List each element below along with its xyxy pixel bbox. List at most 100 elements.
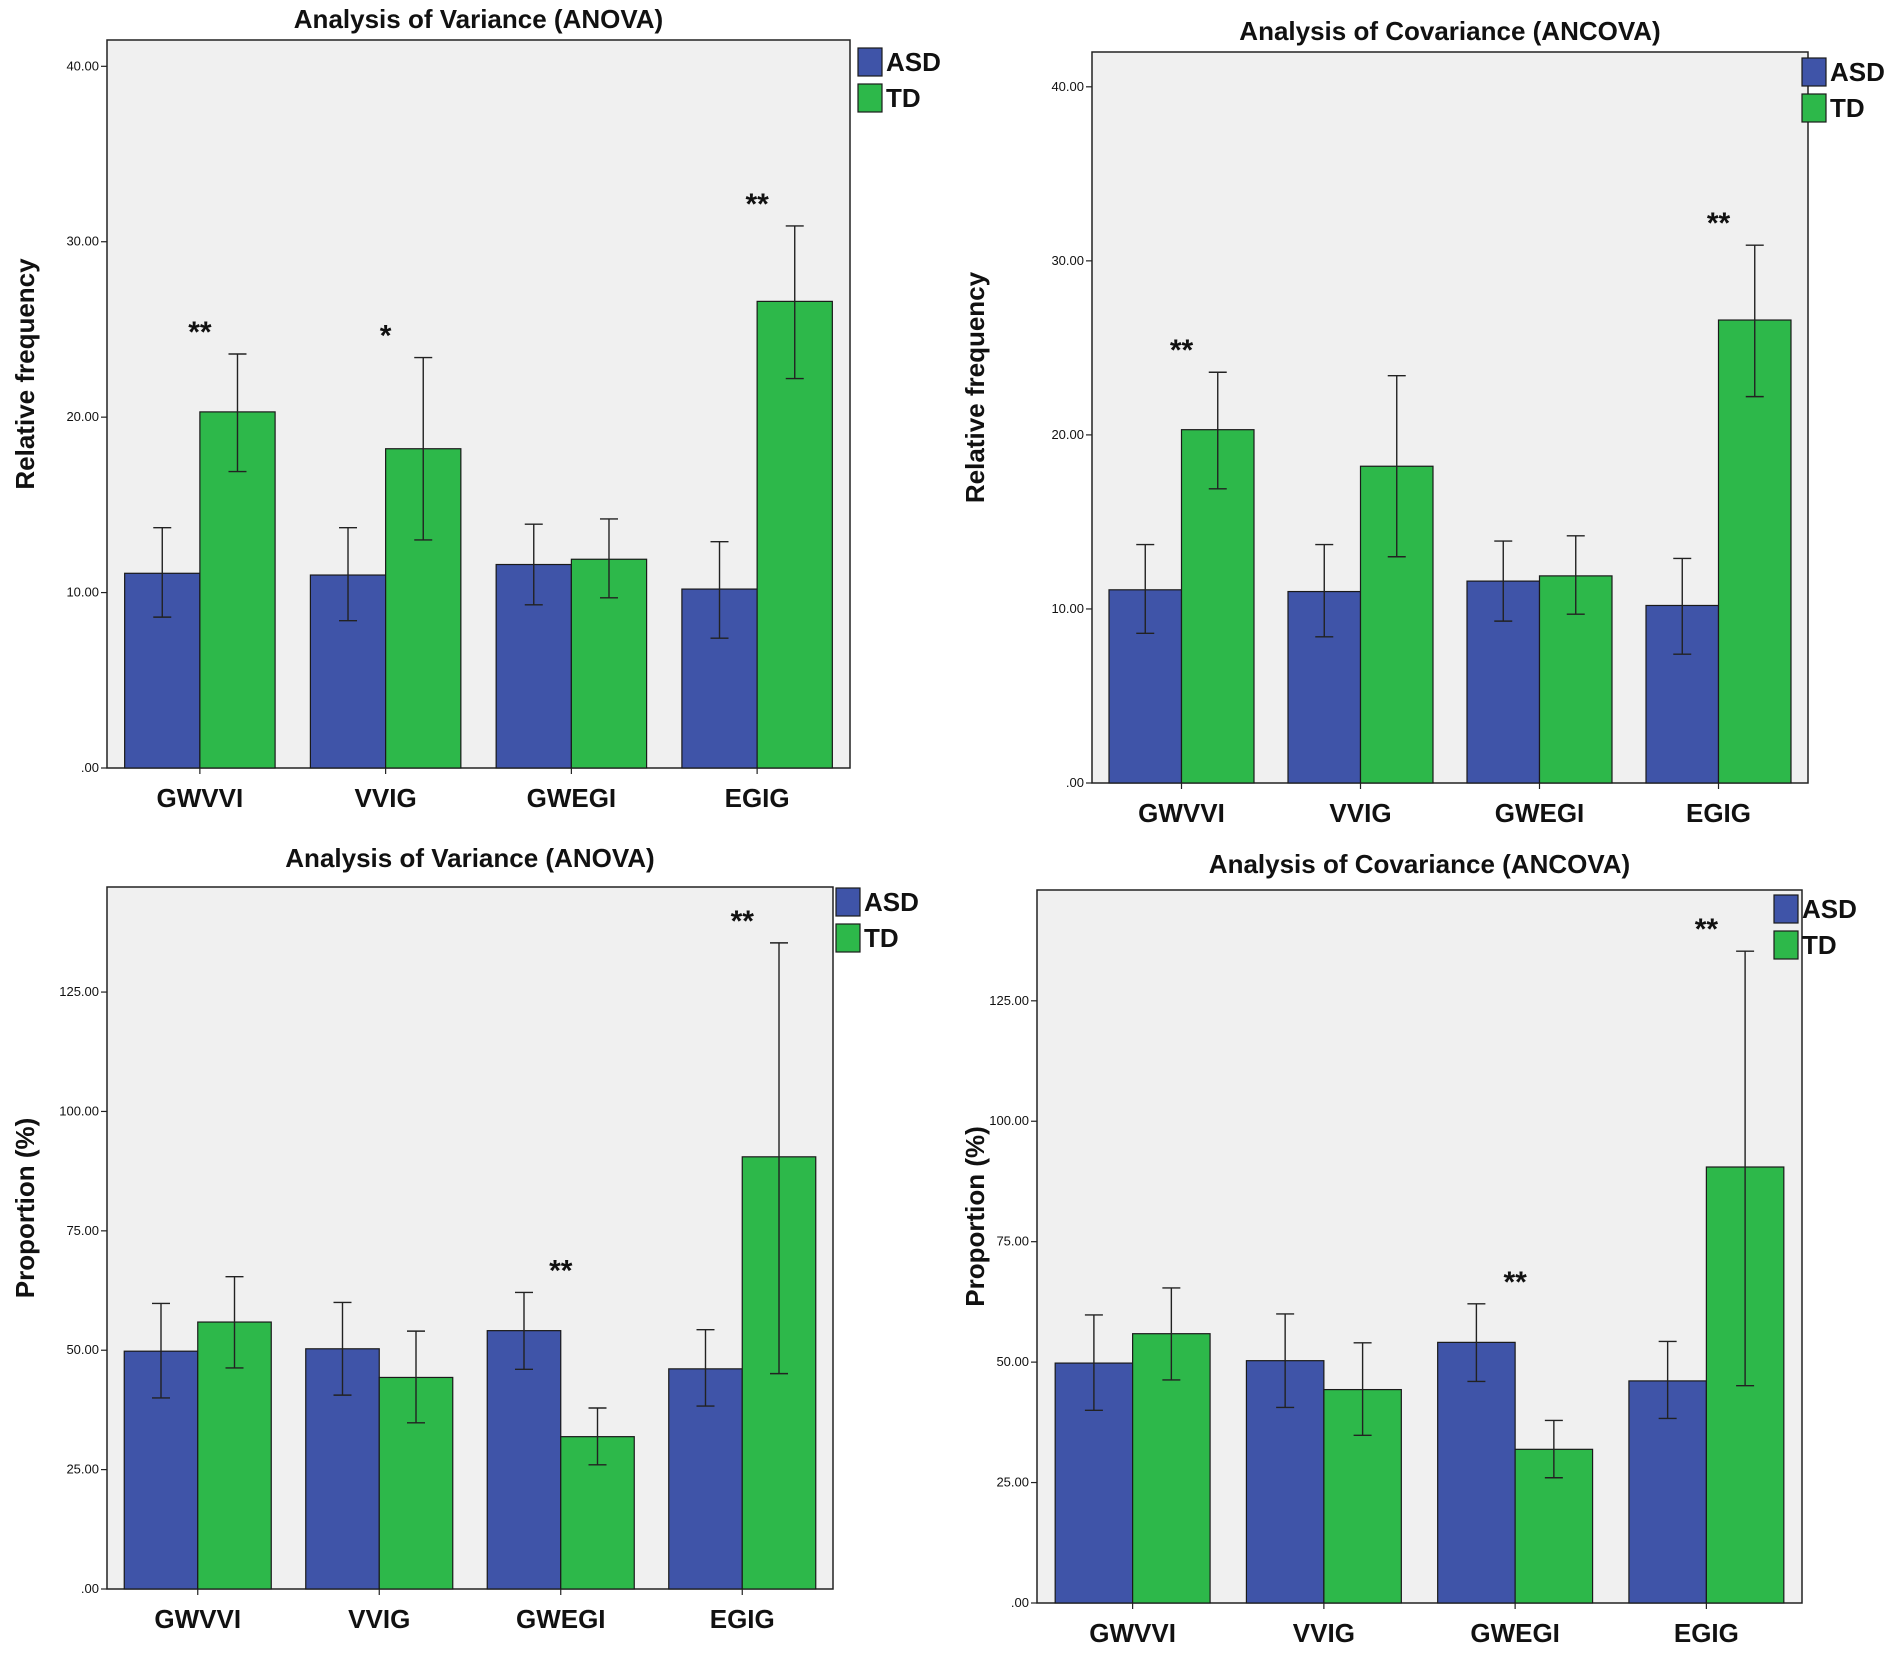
error-bar bbox=[333, 1301, 352, 1396]
legend-swatch-td bbox=[1801, 93, 1827, 123]
chart-svg: Analysis of Covariance (ANCOVA) Relative … bbox=[960, 16, 1885, 828]
y-tick-label: 50.00 bbox=[996, 1354, 1029, 1369]
error-bar bbox=[1544, 1419, 1563, 1479]
error-bar bbox=[1745, 244, 1764, 398]
y-tick-label: 100.00 bbox=[59, 1103, 99, 1118]
chart-panel-ancova-relative-frequency: Analysis of Covariance (ANCOVA) Relative … bbox=[950, 0, 1900, 828]
y-axis-label: Proportion (%) bbox=[10, 1118, 40, 1299]
bar-asd bbox=[486, 1330, 562, 1590]
y-axis-label: Relative frequency bbox=[960, 271, 990, 503]
error-bar bbox=[1658, 1340, 1677, 1420]
error-bar bbox=[1136, 543, 1155, 635]
legend-swatch-td bbox=[1773, 930, 1799, 960]
error-bar bbox=[339, 526, 358, 622]
x-category-label: EGIG bbox=[725, 783, 790, 813]
y-tick-label: 125.00 bbox=[59, 984, 99, 999]
y-tick-label: 20.00 bbox=[66, 409, 99, 424]
error-bar bbox=[770, 942, 789, 1375]
significance-marker: ** bbox=[1707, 207, 1731, 240]
chart-title: Analysis of Covariance (ANCOVA) bbox=[1239, 16, 1660, 46]
error-bar bbox=[710, 541, 729, 639]
chart-title: Analysis of Covariance (ANCOVA) bbox=[1209, 849, 1630, 879]
x-category-label: EGIG bbox=[1686, 798, 1751, 828]
error-bar bbox=[1673, 557, 1692, 655]
x-category-label: GWVVI bbox=[1089, 1618, 1176, 1648]
error-bar bbox=[1736, 950, 1755, 1387]
y-tick-label: 10.00 bbox=[66, 585, 99, 600]
chart-panel-ancova-proportion: Analysis of Covariance (ANCOVA) Proportio… bbox=[950, 828, 1900, 1655]
significance-marker: ** bbox=[188, 316, 212, 349]
error-bar bbox=[414, 356, 433, 541]
legend-label-td: TD bbox=[886, 83, 921, 113]
x-category-label: GWVVI bbox=[154, 1604, 241, 1634]
y-tick-label: 75.00 bbox=[996, 1234, 1029, 1249]
y-tick-label: .00 bbox=[81, 760, 99, 775]
legend-swatch-asd bbox=[835, 887, 861, 917]
chart-svg: Analysis of Covariance (ANCOVA) Proportio… bbox=[960, 849, 1857, 1648]
y-tick-label: 25.00 bbox=[996, 1475, 1029, 1490]
y-tick-label: 50.00 bbox=[66, 1342, 99, 1357]
legend-swatch-asd bbox=[857, 47, 883, 77]
error-bar bbox=[696, 1328, 715, 1407]
error-bar bbox=[1208, 371, 1227, 490]
x-category-label: VVIG bbox=[348, 1604, 410, 1634]
legend-label-td: TD bbox=[1830, 93, 1865, 123]
chart-title: Analysis of Variance (ANOVA) bbox=[285, 843, 654, 873]
legend-label-asd: ASD bbox=[1830, 57, 1885, 87]
error-bar bbox=[151, 1302, 170, 1399]
error-bar bbox=[524, 523, 543, 606]
y-tick-label: 30.00 bbox=[66, 234, 99, 249]
y-tick-label: 125.00 bbox=[989, 993, 1029, 1008]
legend-swatch-td bbox=[857, 83, 883, 113]
significance-marker: ** bbox=[731, 905, 755, 938]
x-category-label: VVIG bbox=[355, 783, 417, 813]
chart-panel-anova-proportion: Analysis of Variance (ANOVA) Proportion (… bbox=[0, 828, 950, 1655]
significance-marker: ** bbox=[549, 1254, 573, 1287]
legend-label-asd: ASD bbox=[886, 47, 941, 77]
significance-marker: * bbox=[380, 320, 392, 353]
error-bar bbox=[407, 1330, 426, 1424]
legend-label-td: TD bbox=[864, 923, 899, 953]
legend-swatch-asd bbox=[1773, 894, 1799, 924]
y-axis-label: Relative frequency bbox=[10, 258, 40, 490]
error-bar bbox=[599, 518, 618, 599]
y-tick-label: 10.00 bbox=[1051, 601, 1084, 616]
y-tick-label: 100.00 bbox=[989, 1113, 1029, 1128]
y-tick-label: 30.00 bbox=[1051, 253, 1084, 268]
error-bar bbox=[785, 225, 804, 380]
y-tick-label: 20.00 bbox=[1051, 427, 1084, 442]
y-tick-label: .00 bbox=[81, 1581, 99, 1596]
error-bar bbox=[1276, 1313, 1295, 1409]
x-category-label: VVIG bbox=[1329, 798, 1391, 828]
y-tick-label: 40.00 bbox=[1051, 79, 1084, 94]
bar-asd bbox=[123, 1350, 199, 1590]
bar-asd bbox=[1437, 1341, 1516, 1604]
x-category-label: GWEGI bbox=[1470, 1618, 1560, 1648]
error-bar bbox=[1387, 375, 1406, 558]
x-category-label: EGIG bbox=[710, 1604, 775, 1634]
legend-label-td: TD bbox=[1802, 930, 1837, 960]
x-category-label: GWEGI bbox=[527, 783, 617, 813]
x-category-label: GWEGI bbox=[1495, 798, 1585, 828]
y-tick-label: 75.00 bbox=[66, 1223, 99, 1238]
error-bar bbox=[153, 526, 172, 618]
legend-label-asd: ASD bbox=[864, 887, 919, 917]
x-category-label: GWEGI bbox=[516, 1604, 606, 1634]
error-bar bbox=[588, 1407, 607, 1466]
significance-marker: ** bbox=[745, 188, 769, 221]
error-bar bbox=[1353, 1342, 1372, 1437]
bar-asd bbox=[124, 572, 201, 769]
significance-marker: ** bbox=[1695, 913, 1719, 946]
error-bar bbox=[1315, 543, 1334, 638]
error-bar bbox=[1566, 535, 1585, 615]
error-bar bbox=[1494, 540, 1513, 622]
legend-label-asd: ASD bbox=[1802, 894, 1857, 924]
x-category-label: VVIG bbox=[1293, 1618, 1355, 1648]
error-bar bbox=[225, 1275, 244, 1369]
y-tick-label: .00 bbox=[1066, 775, 1084, 790]
y-tick-label: .00 bbox=[1011, 1595, 1029, 1610]
x-category-label: GWVVI bbox=[157, 783, 244, 813]
chart-panel-anova-relative-frequency: Analysis of Variance (ANOVA) Relative fre… bbox=[0, 0, 950, 828]
error-bar bbox=[228, 353, 247, 473]
x-category-label: GWVVI bbox=[1138, 798, 1225, 828]
